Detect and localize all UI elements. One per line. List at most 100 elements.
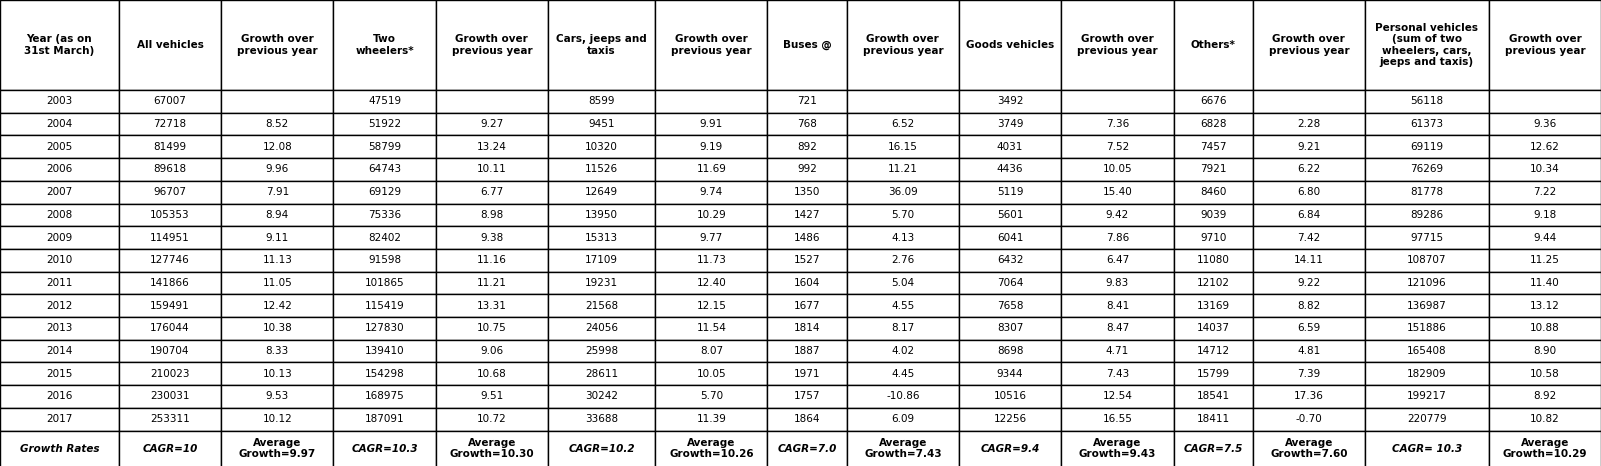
Text: Two
wheelers*: Two wheelers* bbox=[355, 34, 415, 56]
Bar bbox=[1366, 295, 1489, 317]
Bar bbox=[1489, 408, 1601, 431]
Text: 190704: 190704 bbox=[150, 346, 191, 356]
Bar bbox=[435, 249, 548, 272]
Bar bbox=[333, 272, 435, 295]
Text: 136987: 136987 bbox=[1407, 301, 1447, 311]
Bar bbox=[1174, 272, 1252, 295]
Text: 28611: 28611 bbox=[584, 369, 618, 379]
Text: 12.62: 12.62 bbox=[1531, 142, 1559, 152]
Text: 9.77: 9.77 bbox=[700, 233, 724, 242]
Bar bbox=[1061, 363, 1174, 385]
Text: 8599: 8599 bbox=[588, 96, 615, 106]
Text: Cars, jeeps and
taxis: Cars, jeeps and taxis bbox=[556, 34, 647, 56]
Text: 9.38: 9.38 bbox=[480, 233, 503, 242]
Bar bbox=[221, 408, 333, 431]
Bar bbox=[333, 408, 435, 431]
Bar bbox=[655, 295, 767, 317]
Text: Growth over
previous year: Growth over previous year bbox=[671, 34, 752, 56]
Bar bbox=[1174, 226, 1252, 249]
Bar bbox=[333, 363, 435, 385]
Bar bbox=[847, 408, 959, 431]
Text: 24056: 24056 bbox=[584, 323, 618, 333]
Text: 141866: 141866 bbox=[150, 278, 191, 288]
Text: 1677: 1677 bbox=[794, 301, 820, 311]
Text: 96707: 96707 bbox=[154, 187, 186, 197]
Bar bbox=[1061, 385, 1174, 408]
Text: 7.36: 7.36 bbox=[1106, 119, 1129, 129]
Bar bbox=[655, 272, 767, 295]
Text: 2014: 2014 bbox=[46, 346, 72, 356]
Text: 11.21: 11.21 bbox=[477, 278, 508, 288]
Bar bbox=[1061, 431, 1174, 466]
Text: 8307: 8307 bbox=[997, 323, 1023, 333]
Text: 11.16: 11.16 bbox=[477, 255, 508, 265]
Text: 12102: 12102 bbox=[1196, 278, 1230, 288]
Text: CAGR=10.3: CAGR=10.3 bbox=[351, 444, 418, 453]
Text: 7.43: 7.43 bbox=[1106, 369, 1129, 379]
Text: 2.28: 2.28 bbox=[1297, 119, 1321, 129]
Text: 10.13: 10.13 bbox=[263, 369, 291, 379]
Text: 165408: 165408 bbox=[1407, 346, 1447, 356]
Text: 81499: 81499 bbox=[154, 142, 187, 152]
Bar bbox=[333, 249, 435, 272]
Text: 4031: 4031 bbox=[997, 142, 1023, 152]
Bar bbox=[221, 363, 333, 385]
Bar bbox=[767, 0, 847, 90]
Bar bbox=[1252, 158, 1366, 181]
Text: 1427: 1427 bbox=[794, 210, 820, 220]
Text: 11.54: 11.54 bbox=[696, 323, 727, 333]
Bar bbox=[0, 295, 118, 317]
Bar bbox=[1366, 385, 1489, 408]
Bar bbox=[221, 317, 333, 340]
Bar bbox=[655, 317, 767, 340]
Text: 4.02: 4.02 bbox=[892, 346, 914, 356]
Text: 11.40: 11.40 bbox=[1531, 278, 1559, 288]
Text: 10.38: 10.38 bbox=[263, 323, 291, 333]
Bar bbox=[221, 0, 333, 90]
Text: 12.40: 12.40 bbox=[696, 278, 727, 288]
Bar bbox=[1366, 204, 1489, 226]
Text: 127830: 127830 bbox=[365, 323, 405, 333]
Bar bbox=[847, 363, 959, 385]
Text: 97715: 97715 bbox=[1410, 233, 1444, 242]
Bar bbox=[847, 295, 959, 317]
Bar bbox=[1366, 158, 1489, 181]
Bar bbox=[0, 204, 118, 226]
Text: 56118: 56118 bbox=[1410, 96, 1444, 106]
Text: 6.47: 6.47 bbox=[1106, 255, 1129, 265]
Bar bbox=[655, 385, 767, 408]
Text: 3492: 3492 bbox=[997, 96, 1023, 106]
Bar bbox=[548, 0, 655, 90]
Text: 33688: 33688 bbox=[584, 414, 618, 424]
Bar bbox=[1174, 363, 1252, 385]
Text: 10.58: 10.58 bbox=[1531, 369, 1559, 379]
Text: 10.34: 10.34 bbox=[1531, 164, 1559, 174]
Bar bbox=[1061, 0, 1174, 90]
Text: 12649: 12649 bbox=[584, 187, 618, 197]
Bar bbox=[1489, 431, 1601, 466]
Text: 7.91: 7.91 bbox=[266, 187, 288, 197]
Text: 2012: 2012 bbox=[46, 301, 72, 311]
Text: 58799: 58799 bbox=[368, 142, 402, 152]
Bar bbox=[959, 272, 1061, 295]
Bar bbox=[1366, 113, 1489, 136]
Bar bbox=[959, 226, 1061, 249]
Bar bbox=[0, 158, 118, 181]
Text: 2011: 2011 bbox=[46, 278, 72, 288]
Text: 9.83: 9.83 bbox=[1106, 278, 1129, 288]
Bar bbox=[1252, 249, 1366, 272]
Bar bbox=[1061, 113, 1174, 136]
Bar bbox=[548, 295, 655, 317]
Bar bbox=[548, 431, 655, 466]
Text: Average
Growth=10.30: Average Growth=10.30 bbox=[450, 438, 535, 459]
Text: Others*: Others* bbox=[1191, 40, 1236, 50]
Bar bbox=[959, 136, 1061, 158]
Text: 8.41: 8.41 bbox=[1106, 301, 1129, 311]
Text: 9.36: 9.36 bbox=[1534, 119, 1556, 129]
Text: 5119: 5119 bbox=[997, 187, 1023, 197]
Bar bbox=[1174, 204, 1252, 226]
Text: 8.07: 8.07 bbox=[700, 346, 724, 356]
Text: 10.05: 10.05 bbox=[696, 369, 727, 379]
Bar bbox=[548, 340, 655, 363]
Bar bbox=[1489, 340, 1601, 363]
